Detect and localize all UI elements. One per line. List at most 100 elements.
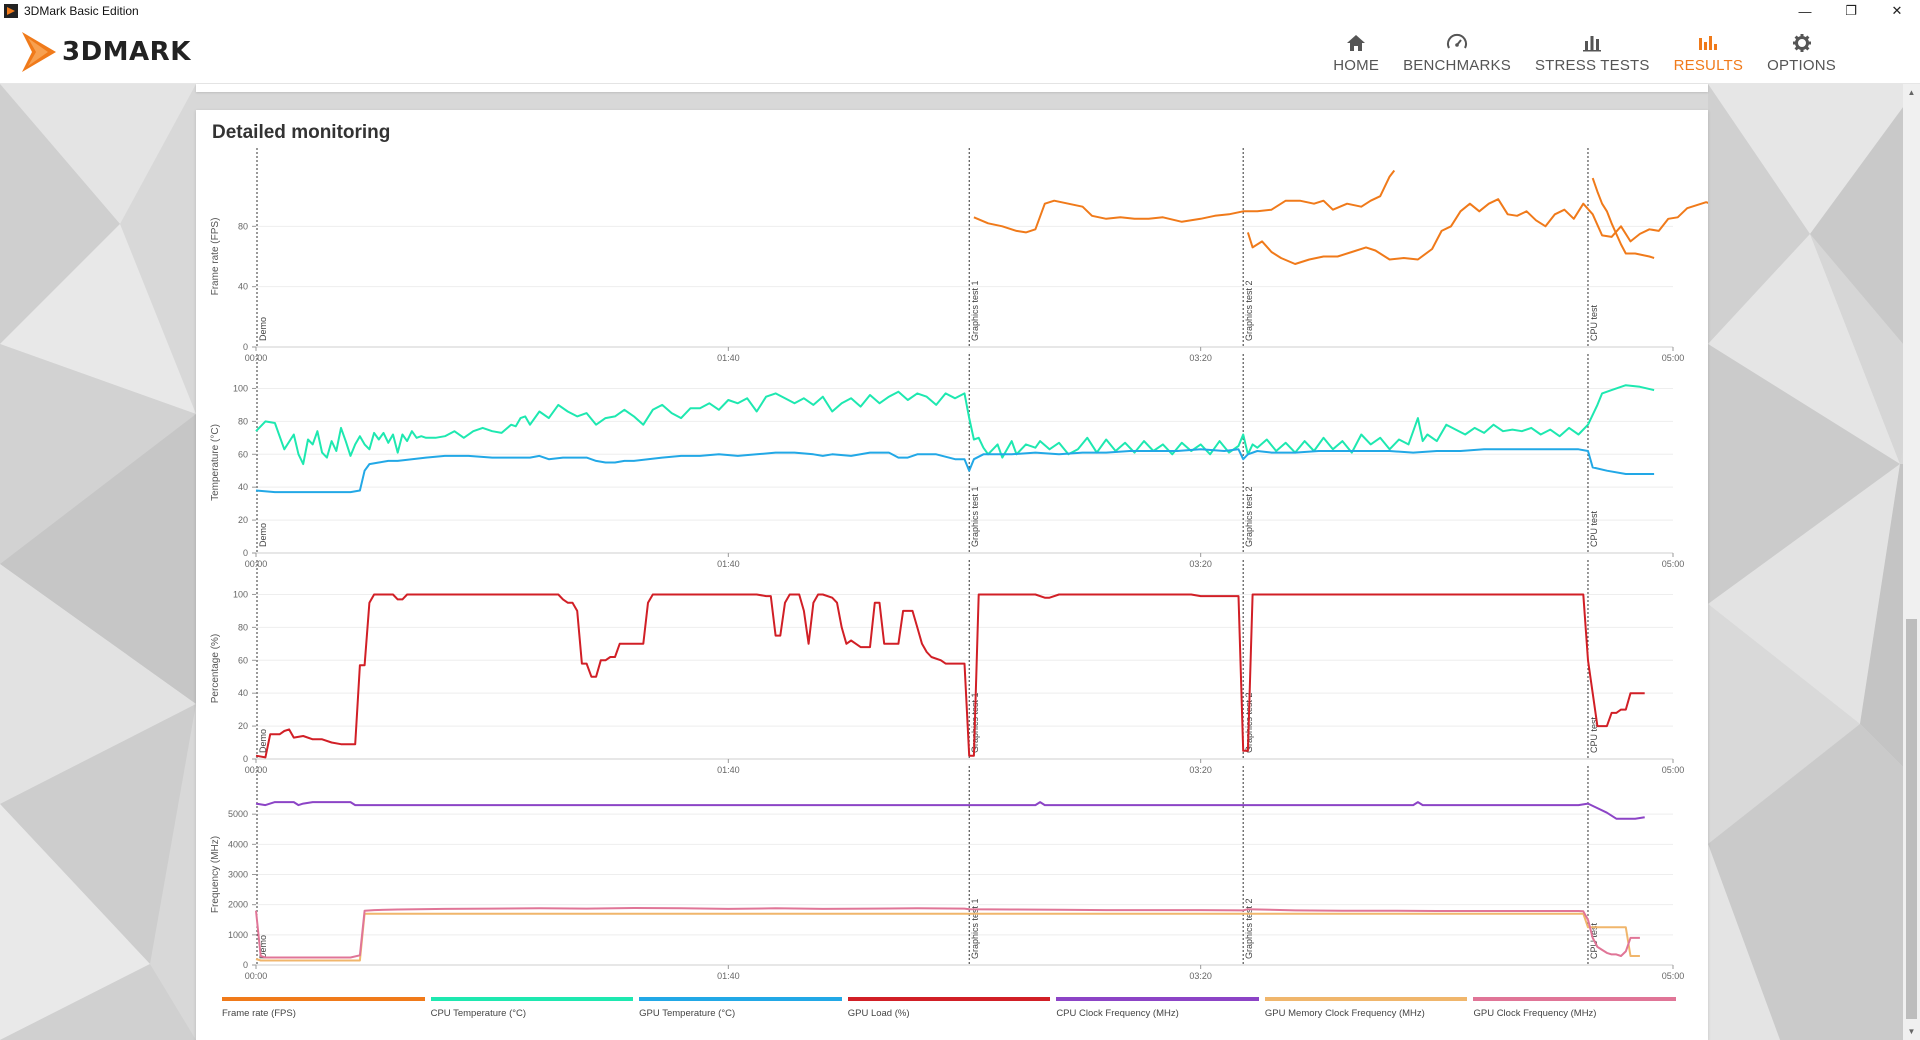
nav-stress-tests[interactable]: STRESS TESTS [1523,22,1662,84]
logo[interactable]: 3DMARK [18,28,191,76]
nav-results[interactable]: RESULTS [1662,22,1755,84]
window-title: 3DMark Basic Edition [24,4,139,18]
series-line [255,593,1645,759]
y-tick-label: 60 [238,449,248,459]
test-marker-label: CPU test [1589,304,1599,341]
logo-text: 3DMARK [62,37,191,67]
y-tick-label: 2000 [228,900,248,910]
y-tick-label: 0 [243,754,248,764]
series-line [1591,177,1655,259]
test-marker-label: Demo [258,935,268,959]
x-tick-label: 03:20 [1189,765,1212,775]
detailed-monitoring-card: Detailed monitoring 0 40 80 Frame rate (FPS… [196,110,1708,1040]
y-tick-label: 20 [238,515,248,525]
test-marker-label: Graphics test 2 [1244,898,1254,959]
app-icon [4,4,18,18]
y-tick-label: 0 [243,342,248,352]
title-bar: 3DMark Basic Edition — ❐ ✕ [0,0,1920,22]
y-axis-label: Temperature (°C) [210,424,221,501]
test-marker-label: Demo [258,729,268,753]
scroll-down-icon[interactable]: ▼ [1907,1027,1916,1036]
x-tick-label: 03:20 [1189,353,1212,363]
legend-swatch [1264,997,1468,1001]
legend-label: GPU Memory Clock Frequency (MHz) [1264,1008,1425,1019]
bar-chart-icon [1582,32,1602,54]
nav-benchmarks-label: BENCHMARKS [1403,57,1511,74]
test-marker-label: Graphics test 1 [970,486,980,547]
x-tick-label: 00:00 [245,559,268,569]
series-line [255,384,1655,466]
x-tick-label: 00:00 [245,765,268,775]
series-line [255,912,1640,962]
nav-benchmarks[interactable]: BENCHMARKS [1391,22,1523,84]
test-marker-label: Graphics test 1 [970,898,980,959]
legend-item[interactable]: CPU Temperature (°C) [430,997,634,1019]
x-tick-label: 05:00 [1662,971,1685,981]
y-tick-label: 20 [238,721,248,731]
legend-label: GPU Load (%) [847,1008,910,1019]
legend-label: GPU Temperature (°C) [639,1008,736,1019]
series-line [255,907,1640,959]
legend-swatch [639,997,842,1001]
y-tick-label: 4000 [228,839,248,849]
legend-item[interactable]: Frame rate (FPS) [222,997,425,1019]
x-tick-label: 03:20 [1189,971,1212,981]
x-tick-label: 05:00 [1662,765,1685,775]
card-title: Detailed monitoring [212,122,391,143]
series-line [255,801,1645,820]
y-axis-label: Frequency (MHz) [210,836,221,913]
minimize-button[interactable]: — [1798,3,1812,19]
previous-card-edge [196,84,1708,92]
close-button[interactable]: ✕ [1891,3,1903,18]
y-tick-label: 80 [238,416,248,426]
y-tick-label: 5000 [228,809,248,819]
scroll-up-icon[interactable]: ▲ [1907,88,1916,97]
series-line [1246,198,1708,265]
x-tick-label: 01:40 [717,971,740,981]
nav-home[interactable]: HOME [1321,22,1391,84]
monitoring-charts[interactable]: 0 40 80 Frame rate (FPS) 00:00 01:40 03:20 05:0… [196,110,1708,990]
x-tick-label: 01:40 [717,765,740,775]
nav-options[interactable]: OPTIONS [1755,22,1848,84]
x-tick-label: 00:00 [245,353,268,363]
y-tick-label: 0 [243,960,248,970]
gauge-icon [1446,32,1468,54]
restore-button[interactable]: ❐ [1845,3,1857,18]
y-tick-label: 100 [233,383,248,393]
legend-item[interactable]: CPU Clock Frequency (MHz) [1056,997,1259,1019]
legend-label: GPU Clock Frequency (MHz) [1473,1008,1597,1019]
legend-swatch [1473,997,1677,1001]
legend-label: CPU Clock Frequency (MHz) [1056,1008,1179,1019]
legend-item[interactable]: GPU Temperature (°C) [639,997,842,1019]
legend-swatch [1056,997,1259,1001]
x-tick-label: 01:40 [717,353,740,363]
y-tick-label: 40 [238,482,248,492]
nav-results-label: RESULTS [1673,57,1744,74]
legend-item[interactable]: GPU Clock Frequency (MHz) [1473,997,1677,1019]
vertical-scrollbar[interactable]: ▲ ▼ [1903,84,1920,1040]
x-tick-label: 00:00 [245,971,268,981]
nav-home-label: HOME [1333,57,1380,74]
results-icon [1697,32,1719,54]
y-axis-label: Percentage (%) [210,634,221,703]
scroll-thumb[interactable] [1906,619,1917,1019]
legend-swatch [430,997,634,1001]
x-tick-label: 05:00 [1662,353,1685,363]
x-tick-label: 05:00 [1662,559,1685,569]
test-marker-label: CPU test [1589,510,1599,547]
test-marker-label: Graphics test 2 [1244,280,1254,341]
x-tick-label: 03:20 [1189,559,1212,569]
test-marker-label: CPU test [1589,716,1599,753]
y-tick-label: 40 [238,282,248,292]
test-marker-label: Demo [258,523,268,547]
nav-options-label: OPTIONS [1767,57,1836,74]
legend-item[interactable]: GPU Load (%) [847,997,1051,1019]
series-line [255,448,1655,494]
legend-item[interactable]: GPU Memory Clock Frequency (MHz) [1264,997,1468,1019]
y-tick-label: 60 [238,655,248,665]
series-line [973,169,1396,234]
window-controls: — ❐ ✕ [1782,0,1920,22]
test-marker-label: Graphics test 1 [970,280,980,341]
x-tick-label: 01:40 [717,559,740,569]
y-tick-label: 40 [238,688,248,698]
